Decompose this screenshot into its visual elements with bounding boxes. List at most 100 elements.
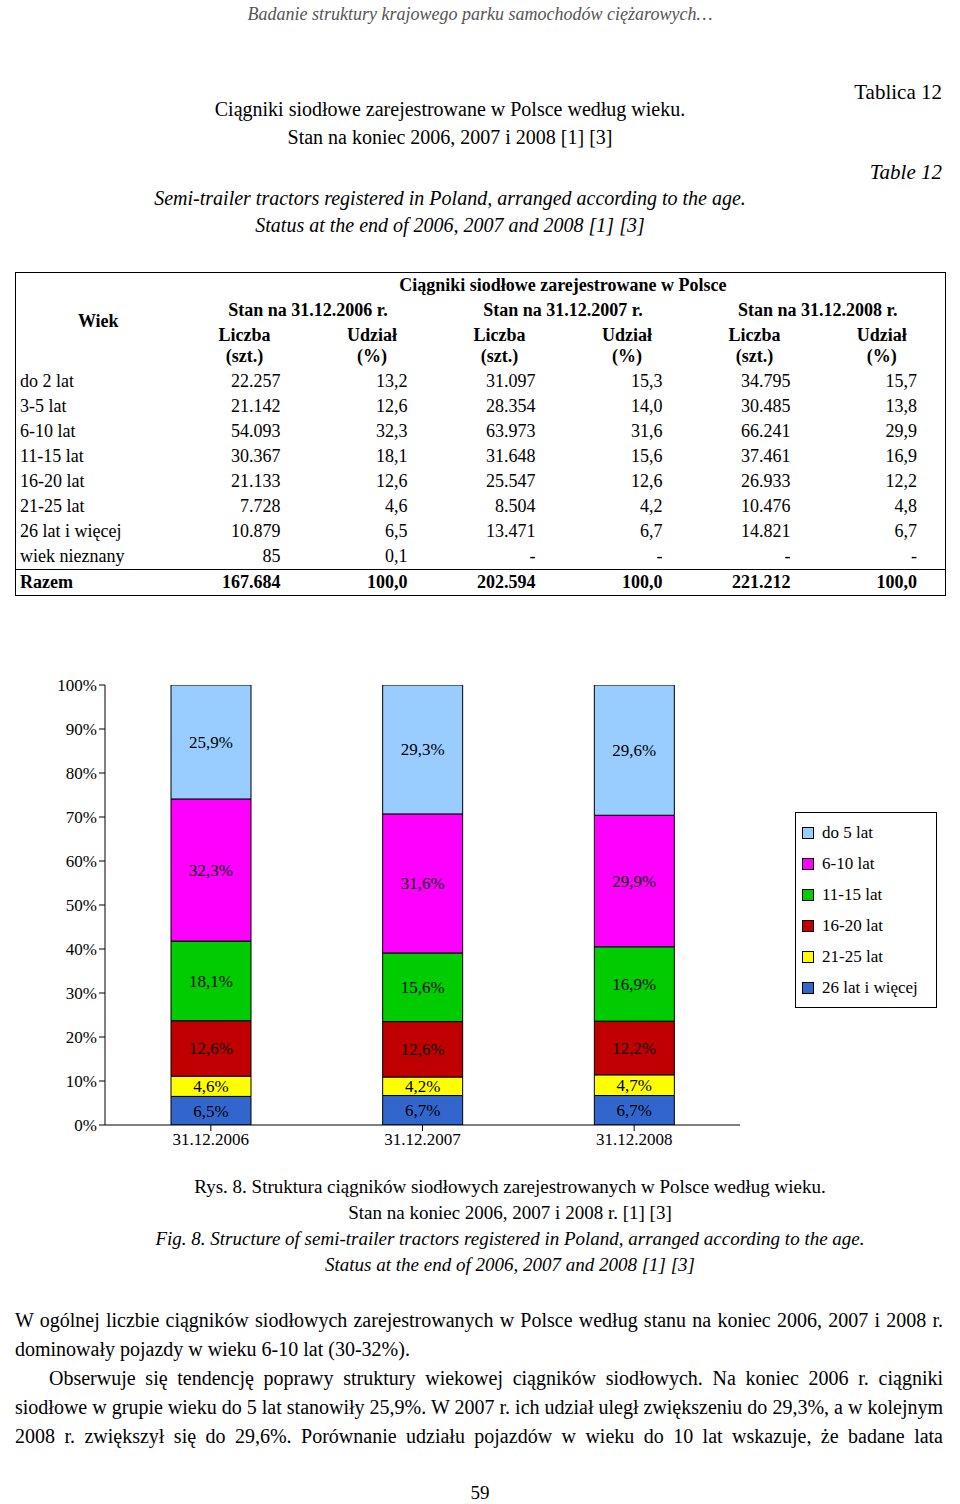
html-text:7.728: 7.728 (240, 496, 281, 516)
html-text:(szt.): (szt.) (735, 346, 774, 366)
svg-text:29,9%: 29,9% (612, 872, 656, 891)
svg-text:0%: 0% (74, 1116, 97, 1135)
html-text:31.097: 31.097 (486, 371, 536, 391)
svg-text:31,6%: 31,6% (401, 874, 445, 893)
svg-text:12,6%: 12,6% (189, 1039, 233, 1058)
html-text:Liczba: Liczba (473, 325, 526, 345)
html-text:8.504: 8.504 (495, 496, 536, 516)
svg-text:70%: 70% (66, 808, 97, 827)
html-text:Ciągniki siodłowe zarejestrowa: Ciągniki siodłowe zarejestrowane w Polsc… (399, 275, 727, 295)
html-text:4,6: 4,6 (385, 496, 408, 516)
html-text:15,3: 15,3 (631, 371, 663, 391)
html-text:66.241: 66.241 (741, 421, 791, 441)
html-text:37.461: 37.461 (741, 446, 791, 466)
html-text:12,6: 12,6 (376, 396, 408, 416)
html-text:(szt.): (szt.) (480, 346, 519, 366)
html-text:Stan na 31.12.2007 r.: Stan na 31.12.2007 r. (483, 300, 643, 320)
svg-text:31.12.2008: 31.12.2008 (596, 1130, 673, 1149)
html-text:12,6: 12,6 (376, 471, 408, 491)
html-text:Udział: Udział (856, 325, 907, 345)
html-text:Liczba: Liczba (728, 325, 781, 345)
svg-text:12,6%: 12,6% (401, 1040, 445, 1059)
html-text:Tablica 12: Tablica 12 (854, 80, 942, 104)
html-text:13,2: 13,2 (376, 371, 408, 391)
html-text:Status at the end of 2006, 200: Status at the end of 2006, 2007 and 2008… (255, 214, 645, 236)
html-text:14,0: 14,0 (631, 396, 663, 416)
svg-text:31.12.2006: 31.12.2006 (173, 1130, 250, 1149)
html-text:Stan na 31.12.2008 r.: Stan na 31.12.2008 r. (738, 300, 898, 320)
svg-text:100%: 100% (57, 676, 97, 695)
svg-text:29,3%: 29,3% (401, 740, 445, 759)
html-text:Status at the end of 2006, 200: Status at the end of 2006, 2007 and 2008… (325, 1254, 695, 1275)
html-text:12,2: 12,2 (885, 471, 918, 491)
html-text:Fig. 8. Structure of semi-trai: Fig. 8. Structure of semi-trailer tracto… (155, 1228, 865, 1249)
html-text:18,1: 18,1 (376, 446, 408, 466)
svg-text:4,7%: 4,7% (617, 1076, 652, 1095)
svg-text:30%: 30% (66, 984, 97, 1003)
svg-text:80%: 80% (66, 764, 97, 783)
html-text:Stan na koniec 2006, 2007 i 20: Stan na koniec 2006, 2007 i 2008 [1] [3] (287, 126, 613, 148)
html-text:15,7: 15,7 (885, 371, 918, 391)
html-text:Obserwuje się tendencję popraw: Obserwuje się tendencję poprawy struktur… (15, 1367, 943, 1447)
html-text:16-20 lat: 16-20 lat (20, 471, 85, 491)
html-text:31.648: 31.648 (486, 446, 536, 466)
html-text:21-25 lat: 21-25 lat (20, 496, 85, 516)
svg-text:29,6%: 29,6% (612, 741, 656, 760)
html-text:(szt.): (szt.) (225, 346, 264, 366)
html-text:54.093: 54.093 (231, 421, 281, 441)
html-text:29,9: 29,9 (885, 421, 918, 441)
html-text:10.476: 10.476 (741, 496, 791, 516)
svg-text:50%: 50% (66, 896, 97, 915)
html-text:21.133: 21.133 (231, 471, 281, 491)
html-text:22.257: 22.257 (231, 371, 281, 391)
svg-text:20%: 20% (66, 1028, 97, 1047)
svg-text:31.12.2007: 31.12.2007 (384, 1130, 461, 1149)
html-text:12,6: 12,6 (631, 471, 663, 491)
svg-text:18,1%: 18,1% (189, 972, 233, 991)
html-text:6-10 lat: 6-10 lat (20, 421, 76, 441)
svg-text:25,9%: 25,9% (189, 733, 233, 752)
svg-text:15,6%: 15,6% (401, 978, 445, 997)
html-text:Semi-trailer tractors register: Semi-trailer tractors registered in Pola… (154, 187, 746, 209)
html-text:13,8: 13,8 (885, 396, 918, 416)
svg-text:40%: 40% (66, 940, 97, 959)
svg-text:32,3%: 32,3% (189, 861, 233, 880)
html-text:Badanie struktury krajowego pa: Badanie struktury krajowego parku samoch… (247, 4, 713, 24)
svg-text:12,2%: 12,2% (612, 1039, 656, 1058)
html-text:3-5 lat: 3-5 lat (20, 396, 67, 416)
html-text:25.547: 25.547 (486, 471, 536, 491)
html-text:do 2 lat: do 2 lat (20, 371, 74, 391)
html-text:32,3: 32,3 (376, 421, 408, 441)
html-text:31,6: 31,6 (631, 421, 663, 441)
html-text:63.973: 63.973 (486, 421, 536, 441)
html-text:34.795: 34.795 (741, 371, 791, 391)
html-text:30.367: 30.367 (231, 446, 281, 466)
svg-text:60%: 60% (66, 852, 97, 871)
html-text:11-15 lat: 11-15 lat (20, 446, 84, 466)
html-text:Stan na koniec 2006, 2007 i 20: Stan na koniec 2006, 2007 i 2008 r. [1] … (348, 1202, 672, 1223)
html-text:Stan na 31.12.2006 r.: Stan na 31.12.2006 r. (228, 300, 388, 320)
html-text:15,6: 15,6 (631, 446, 663, 466)
svg-text:4,2%: 4,2% (405, 1077, 440, 1096)
svg-text:6,5%: 6,5% (193, 1102, 228, 1121)
html-text:21.142: 21.142 (231, 396, 281, 416)
html-text:Liczba: Liczba (218, 325, 271, 345)
svg-text:6,7%: 6,7% (617, 1101, 652, 1120)
svg-text:10%: 10% (66, 1072, 97, 1091)
html-text:Table 12: Table 12 (869, 160, 942, 184)
svg-text:16,9%: 16,9% (612, 975, 656, 994)
html-text:Udział: Udział (602, 325, 652, 345)
html-text:4,2: 4,2 (640, 496, 663, 516)
svg-text:6,7%: 6,7% (405, 1101, 440, 1120)
svg-text:90%: 90% (66, 720, 97, 739)
html-text:Rys. 8. Struktura ciągników si: Rys. 8. Struktura ciągników siodłowych z… (194, 1176, 826, 1197)
html-text:Udział: Udział (347, 325, 397, 345)
html-text:W ogólnej liczbie ciągników si: W ogólnej liczbie ciągników siodłowych z… (15, 1309, 943, 1360)
html-text:28.354: 28.354 (486, 396, 536, 416)
html-text:26.933: 26.933 (741, 471, 791, 491)
html-text:30.485: 30.485 (741, 396, 791, 416)
html-text:Wiek: Wiek (77, 310, 119, 331)
html-text:Ciągniki siodłowe zarejestrowa: Ciągniki siodłowe zarejestrowane w Polsc… (214, 98, 686, 120)
html-text:16,9: 16,9 (885, 446, 918, 466)
svg-text:4,6%: 4,6% (193, 1077, 228, 1096)
